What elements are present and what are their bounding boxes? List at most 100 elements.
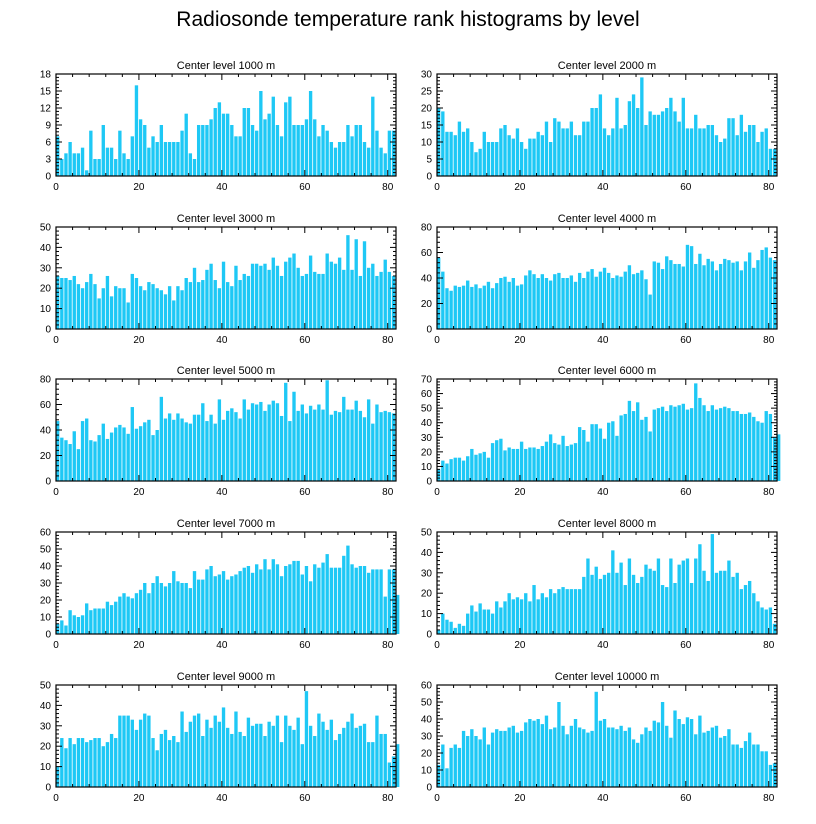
panel-2-bar <box>540 135 545 176</box>
panel-1-bar <box>313 119 317 176</box>
panel-4-bar <box>445 288 449 329</box>
panel-2-bar <box>445 131 449 176</box>
panel-4-bar <box>524 275 528 329</box>
panel-4-bar <box>582 278 586 329</box>
panel-9-bar <box>221 707 226 787</box>
panel-5-bar <box>201 403 205 481</box>
panel-2-bar <box>706 125 710 176</box>
panel-6-bar <box>482 451 486 481</box>
panel-9-ytick-label: 20 <box>40 742 52 753</box>
panel-1-bar <box>188 153 193 176</box>
panel-3-bar <box>68 280 72 329</box>
panel-4-xtick-label: 20 <box>514 335 526 346</box>
panel-10-bar <box>457 747 462 787</box>
panel-3-bar <box>226 282 230 329</box>
panel-3-bar <box>147 282 151 329</box>
panel-6-bar <box>752 416 756 481</box>
panel-6-frame <box>436 378 778 482</box>
panel-1-bar <box>379 147 383 176</box>
panel-5-bar <box>284 382 288 481</box>
panel-6-bar <box>735 411 739 481</box>
panel-6-bar <box>441 460 445 481</box>
panel-8-xtick-label: 40 <box>597 640 609 651</box>
panel-3-bar <box>172 300 176 329</box>
panel-5-bar <box>259 401 263 481</box>
panel-3-bar <box>300 275 304 329</box>
panel-4-bar <box>619 276 623 329</box>
panel-1-bar <box>192 159 197 176</box>
panel-7-bar <box>333 567 338 634</box>
panel-6-bar <box>702 405 706 481</box>
panel-10-xtick-label: 80 <box>763 793 775 804</box>
panel-2-bar <box>611 128 615 176</box>
panel-10-bar <box>561 725 565 787</box>
panel-9-bar <box>308 725 313 787</box>
panel-3-bar <box>176 286 180 329</box>
panel-8-ytick-label: 40 <box>421 548 433 559</box>
panel-9-bar <box>180 711 184 787</box>
panel-10-bar <box>478 739 482 787</box>
panel-6-bar <box>698 397 702 481</box>
panel-9-ytick-label: 10 <box>40 762 52 773</box>
panel-4-bar <box>756 260 760 329</box>
panel-4-bar <box>569 275 574 329</box>
panel-4-bar <box>499 278 503 329</box>
panel-6-bar <box>636 402 640 481</box>
panel-9-bar <box>192 715 197 787</box>
panel-6-ytick-label: 30 <box>421 433 433 444</box>
panel-2-bar <box>524 148 528 176</box>
panel-7-bar <box>383 596 387 634</box>
panel-10-bar <box>586 732 590 787</box>
panel-7-bar <box>130 598 134 634</box>
panel-7-bar <box>196 579 201 634</box>
panel-3-bar <box>337 257 342 329</box>
panel-8-ytick-label: 30 <box>421 568 433 579</box>
panel-7-bar <box>72 615 76 634</box>
panel-5-bar <box>383 410 387 482</box>
panel-1-ytick-label: 9 <box>45 121 51 132</box>
panel-8-bar <box>573 589 578 634</box>
panel-9-bar <box>396 744 400 787</box>
panel-9-bar <box>114 738 118 787</box>
panel-2-xtick-label: 0 <box>434 182 440 193</box>
panel-10-bar <box>449 747 453 787</box>
panel-4-bar <box>573 281 578 329</box>
panel-9-bar <box>143 713 147 787</box>
panel-6-xtick-label: 80 <box>763 487 775 498</box>
panel-2-ytick-label: 0 <box>426 172 432 183</box>
panel-5-bar <box>379 412 383 481</box>
panel-8-bar <box>656 558 661 634</box>
panel-10-bar <box>714 725 719 787</box>
panel-4-bar <box>714 270 719 329</box>
panel-4-title: Center level 4000 m <box>558 213 656 225</box>
panel-9-bar <box>226 727 230 787</box>
panel-10-ytick-label: 60 <box>421 681 433 692</box>
panel-10-bar <box>602 719 607 787</box>
panel-7-bar <box>329 567 334 634</box>
panel-9-bar <box>64 748 68 787</box>
panel-8-bar <box>437 629 441 634</box>
panel-6-bar <box>507 447 511 481</box>
panel-9-bar <box>300 744 304 787</box>
panel-9-xtick-label: 80 <box>382 793 394 804</box>
panel-6-bar <box>640 419 644 481</box>
panel-4-bar <box>449 290 453 329</box>
panel-1-bar <box>147 147 151 176</box>
panel-3-bar <box>196 282 201 329</box>
panel-9-bar <box>230 733 234 787</box>
panel-5-bar <box>126 433 130 481</box>
panel-9-bar <box>105 742 110 787</box>
panel-2-bar <box>503 125 507 176</box>
panel-10-xtick-label: 20 <box>514 793 526 804</box>
panel-8-bar <box>644 564 648 634</box>
panel-1-ytick-label: 15 <box>40 87 52 98</box>
panel-6-bar <box>582 430 586 481</box>
panel-10-bar <box>669 737 673 787</box>
panel-2-bar <box>594 108 598 176</box>
panel-5-bar <box>118 424 122 481</box>
panel-7-bar <box>362 566 367 634</box>
panel-7-bar <box>226 579 230 634</box>
panel-3-ytick-label: 10 <box>40 304 52 315</box>
panel-10-bar <box>636 742 640 787</box>
panel-5-bar <box>346 409 350 481</box>
